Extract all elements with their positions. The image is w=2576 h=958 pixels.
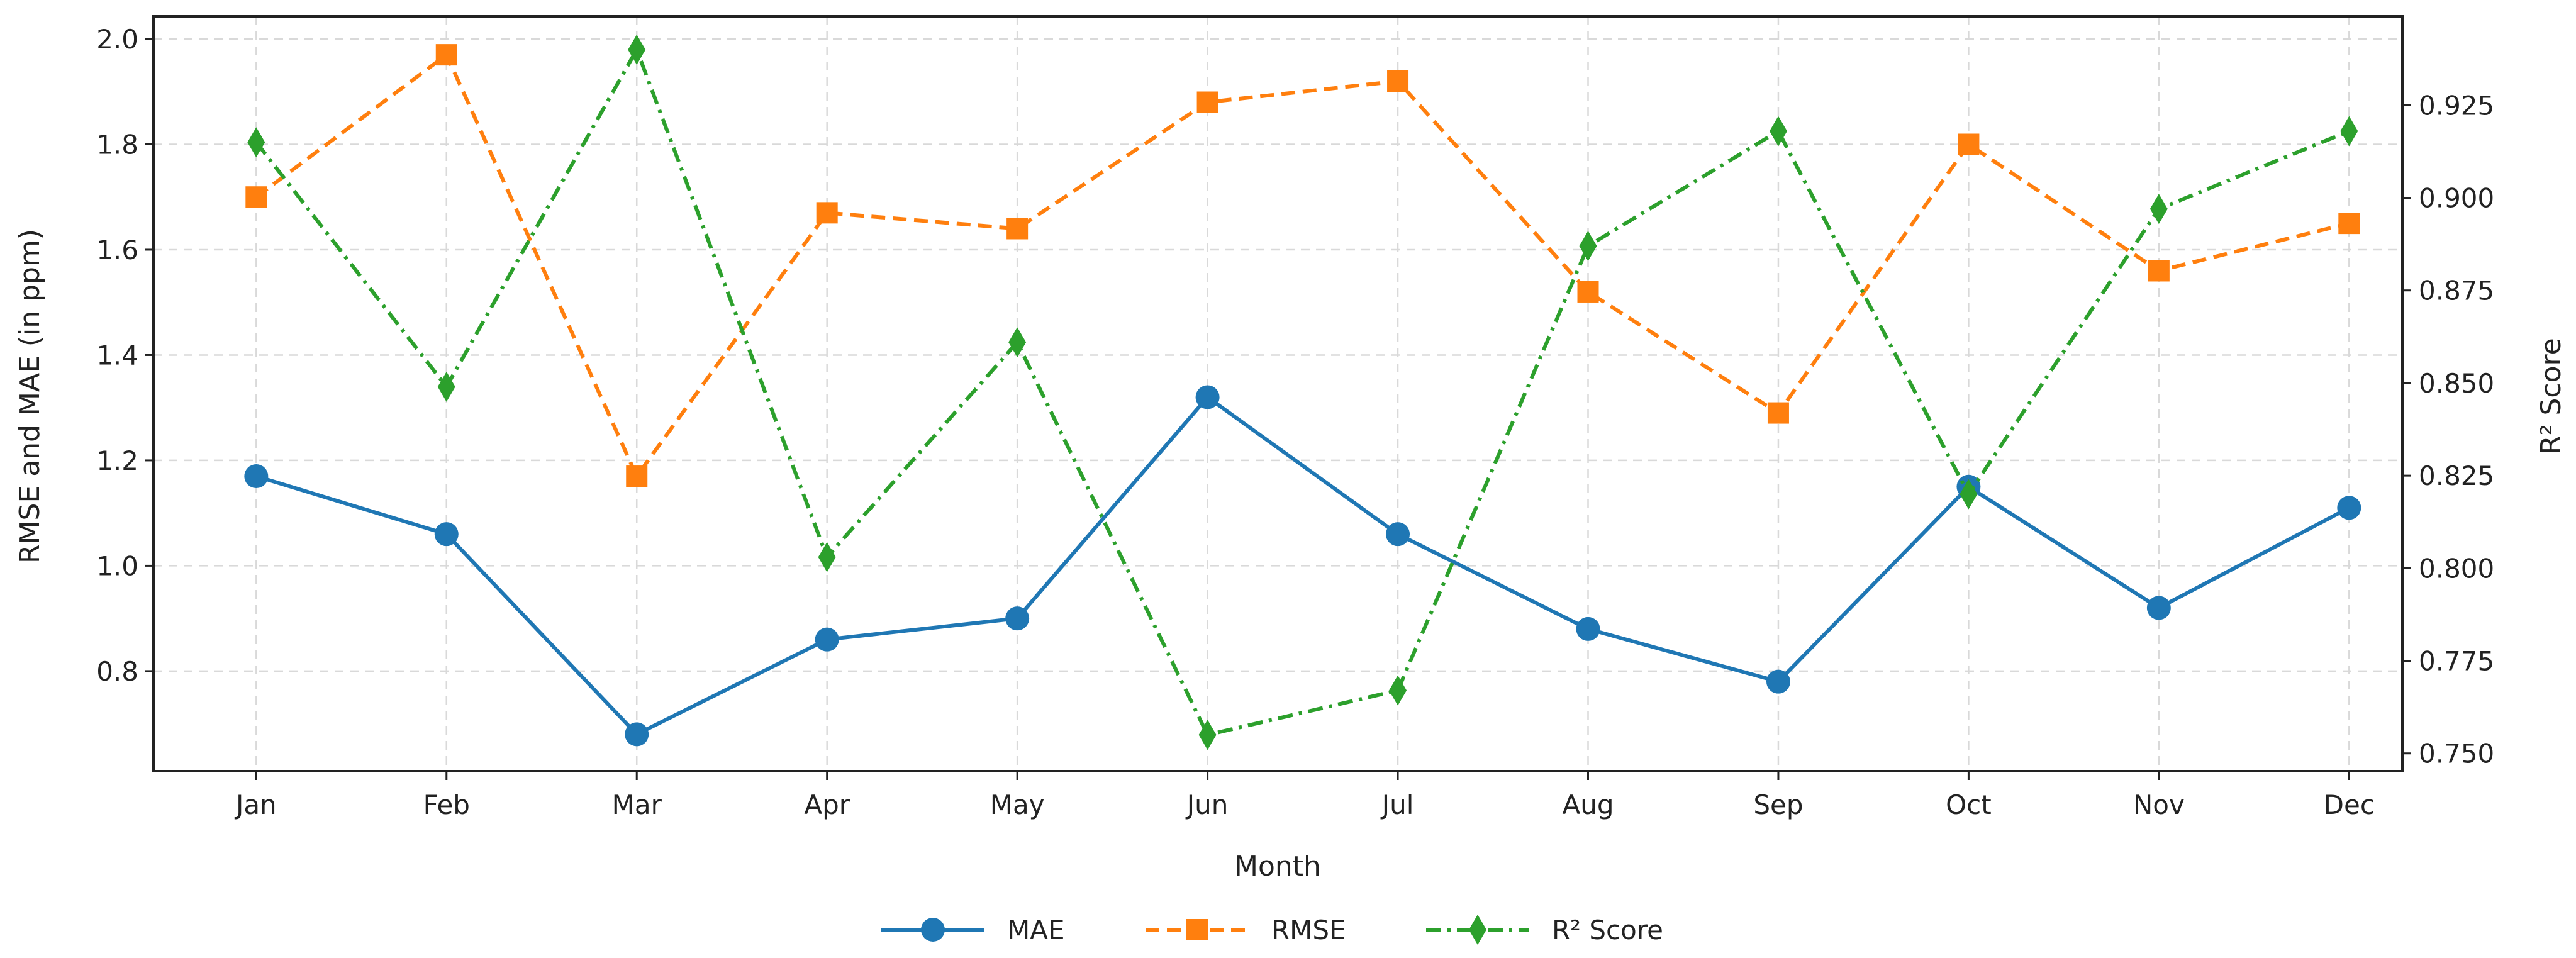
data-point-rmse <box>435 44 457 66</box>
y-axis-label-left: RMSE and MAE (in ppm) <box>14 229 46 564</box>
legend-marker-mae <box>921 918 945 942</box>
data-point-mae <box>1005 606 1030 631</box>
x-tick-label: Feb <box>423 789 470 820</box>
series-line-r-score <box>254 45 2350 737</box>
x-tick-label: Dec <box>2324 789 2375 820</box>
x-tick-label: Sep <box>1753 789 1803 820</box>
legend-marker-r-score <box>1469 915 1486 945</box>
y-tick-label-left: 1.6 <box>96 235 138 265</box>
data-point-r-score <box>1008 327 1027 358</box>
data-point-mae <box>434 522 459 547</box>
legend-marker-rmse <box>1186 919 1208 940</box>
data-point-rmse <box>245 186 267 208</box>
data-point-r-score <box>2340 116 2358 147</box>
data-point-r-score <box>1960 479 1978 510</box>
data-point-mae <box>1195 385 1220 409</box>
data-point-r-score <box>1198 720 1217 750</box>
y-tick-label-right: 0.800 <box>2419 553 2494 584</box>
y-tick-label-left: 1.8 <box>96 129 138 160</box>
data-point-mae <box>2337 496 2361 520</box>
y-tick-label-right: 0.825 <box>2419 460 2494 491</box>
legend-label-rmse: RMSE <box>1271 915 1346 945</box>
plot-frame <box>152 15 2404 772</box>
x-tick-label: Nov <box>2133 789 2185 820</box>
x-tick-label: Aug <box>1562 789 1614 820</box>
data-point-mae <box>244 464 269 489</box>
y-tick-label-left: 1.4 <box>96 340 138 370</box>
series-line-rmse <box>255 52 2350 481</box>
data-point-r-score <box>1389 675 1407 706</box>
data-point-r-score <box>1769 116 1787 147</box>
legend-label-mae: MAE <box>1007 915 1065 945</box>
data-point-rmse <box>2338 213 2360 235</box>
data-point-mae <box>1766 669 1790 694</box>
x-tick-label: Apr <box>804 789 850 820</box>
x-tick-label: May <box>990 789 1045 820</box>
y-tick-label-right: 0.925 <box>2419 90 2494 121</box>
legend-label-r-score: R² Score <box>1552 915 1663 945</box>
data-point-r-score <box>247 127 265 158</box>
data-point-rmse <box>1196 91 1218 113</box>
x-tick-label: Jun <box>1185 789 1229 820</box>
data-point-rmse <box>1958 133 1980 155</box>
y-tick-label-right: 0.775 <box>2419 646 2494 677</box>
data-point-rmse <box>1577 281 1599 303</box>
y-tick-label-left: 2.0 <box>96 24 138 55</box>
data-point-r-score <box>2149 194 2168 225</box>
data-point-rmse <box>626 465 648 487</box>
y-tick-label-right: 0.900 <box>2419 183 2494 214</box>
series-group <box>244 34 2361 750</box>
data-point-rmse <box>1387 70 1409 92</box>
y-tick-label-right: 0.850 <box>2419 368 2494 399</box>
y-tick-label-right: 0.875 <box>2419 276 2494 306</box>
data-point-rmse <box>1006 218 1029 240</box>
x-axis-label: Month <box>1234 850 1321 883</box>
legend: MAE RMSE R² Score <box>881 915 1663 945</box>
x-tick-label: Jul <box>1380 789 1414 820</box>
data-point-rmse <box>1767 402 1789 424</box>
x-tick-label: Oct <box>1946 789 1992 820</box>
x-tick-label: Mar <box>612 789 662 820</box>
y-tick-label-left: 1.0 <box>96 550 138 581</box>
x-tick-label: Jan <box>234 789 277 820</box>
data-point-mae <box>2146 596 2171 620</box>
data-point-rmse <box>816 202 838 224</box>
data-point-r-score <box>437 371 455 402</box>
y-tick-label-right: 0.750 <box>2419 738 2494 769</box>
data-point-mae <box>1576 616 1600 641</box>
grid <box>153 16 2402 771</box>
data-point-r-score <box>628 34 646 65</box>
ticks: Jan Feb Mar Apr May Jun Jul Aug Sep Oct Nov Dec 0.8 1… <box>96 24 2494 820</box>
data-point-mae <box>815 627 839 652</box>
data-point-mae <box>1386 522 1410 547</box>
y-tick-label-left: 1.2 <box>96 445 138 476</box>
series-line-mae <box>255 394 2350 737</box>
y-axis-label-right: R² Score <box>2535 338 2567 454</box>
data-point-mae <box>625 722 649 747</box>
data-point-rmse <box>2148 260 2170 282</box>
y-tick-label-left: 0.8 <box>96 656 138 687</box>
data-point-r-score <box>1579 231 1597 262</box>
data-point-r-score <box>818 542 836 572</box>
